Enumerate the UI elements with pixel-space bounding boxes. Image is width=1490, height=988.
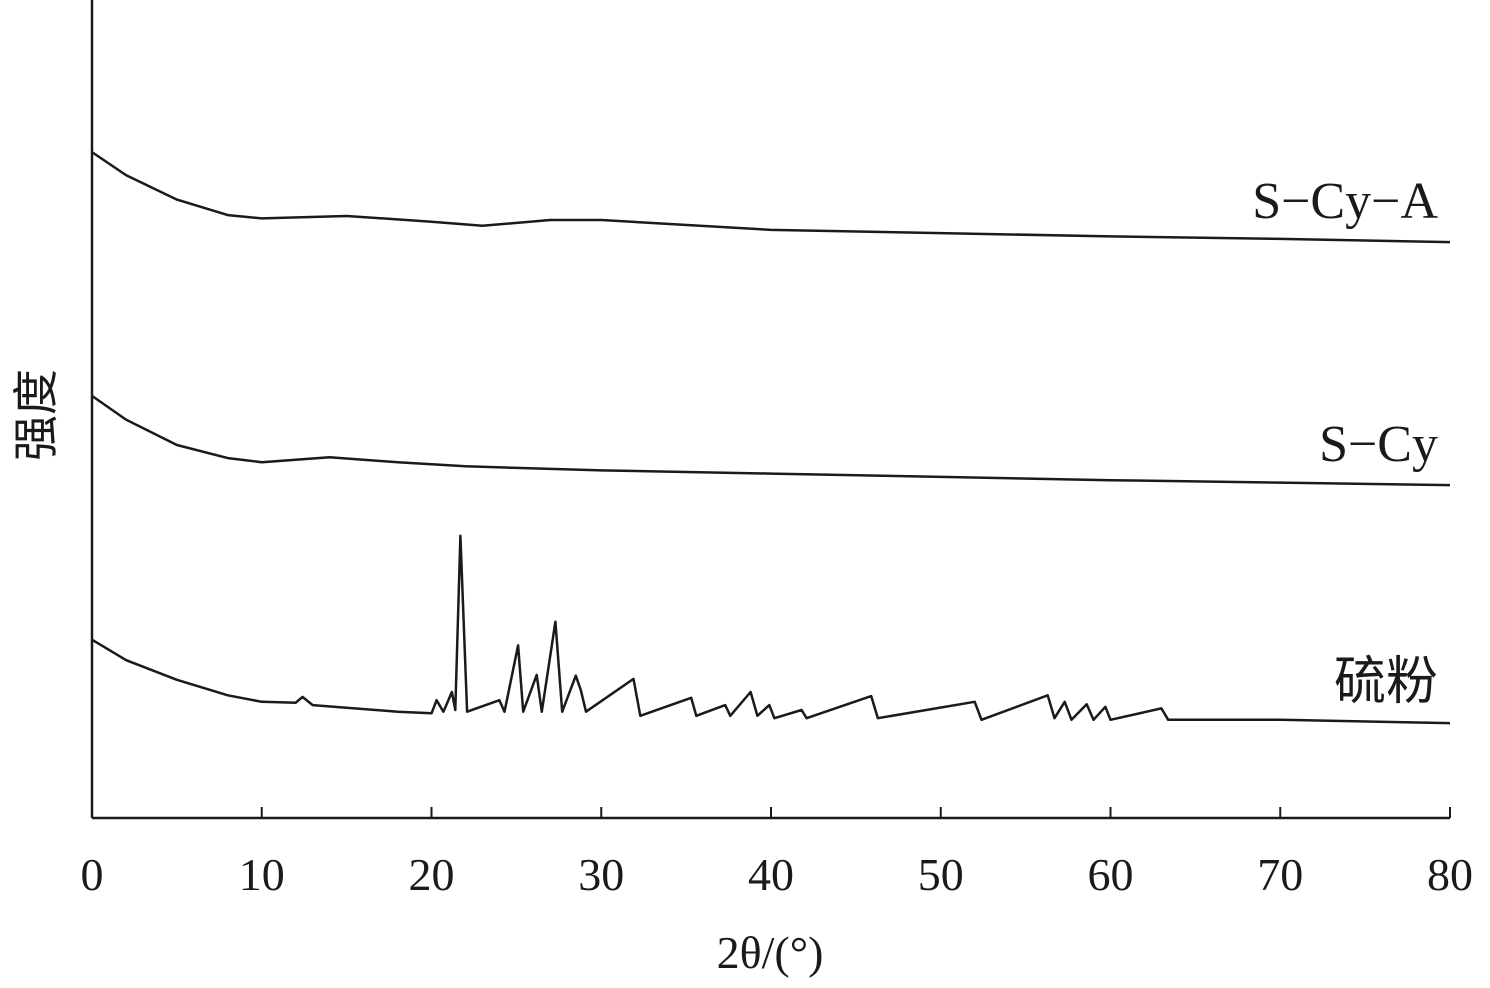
series-label: S−Cy−A <box>1252 173 1438 230</box>
xrd-line <box>91 394 1451 487</box>
x-tick-label: 50 <box>918 849 964 900</box>
x-tick-label: 60 <box>1088 849 1134 900</box>
xrd-line <box>91 151 1451 244</box>
series-label: 硫粉 <box>1334 654 1438 711</box>
x-axis-label: 2θ/(°) <box>717 927 824 978</box>
x-tick-label: 20 <box>409 849 455 900</box>
x-tick-label: 0 <box>81 849 104 900</box>
x-tick-label: 30 <box>578 849 624 900</box>
x-tick-label: 10 <box>239 849 285 900</box>
x-tick-label: 80 <box>1427 849 1473 900</box>
series-label: S−Cy <box>1319 416 1438 473</box>
x-tick-label: 40 <box>748 849 794 900</box>
xrd-line <box>91 534 1451 725</box>
x-tick-label: 70 <box>1257 849 1303 900</box>
y-axis-label: 强度 <box>11 369 62 461</box>
